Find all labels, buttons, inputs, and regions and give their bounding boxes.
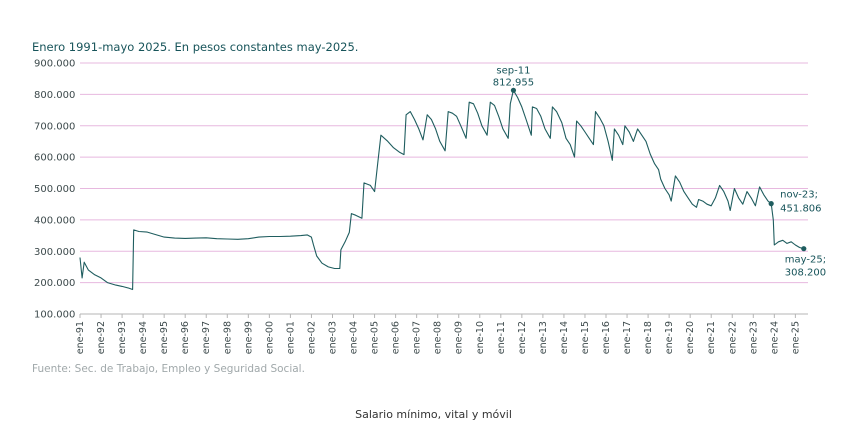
x-tick-label: ene-14 [559,321,570,354]
x-tick-label: ene-23 [748,321,759,354]
x-tick-label: ene-17 [622,321,633,354]
x-tick-label: ene-22 [727,321,738,354]
x-tick-label: ene-11 [496,321,507,354]
x-tick-label: ene-06 [391,321,402,354]
figure-caption: Salario mínimo, vital y móvil [355,408,512,421]
x-tick-label: ene-03 [327,321,338,354]
annotation-value: 451.806 [780,204,821,215]
x-tick-label: ene-08 [433,321,444,354]
x-tick-label: ene-07 [412,321,423,354]
x-tick-label: ene-96 [180,321,191,354]
annotation-marker [510,87,517,93]
annotation-marker [801,246,807,252]
x-tick-label: ene-13 [538,321,549,354]
x-tick-label: ene-95 [159,321,170,354]
x-tick-label: ene-94 [138,321,149,354]
x-tick-label: ene-24 [769,321,780,354]
series-layer [79,89,804,291]
x-tick-label: ene-01 [285,321,296,354]
y-tick-label: 900.000 [34,59,75,70]
annotation-label: sep-11 [496,65,530,76]
x-tick-label: ene-05 [370,321,381,354]
x-tick-label: ene-10 [475,321,486,354]
x-tick-label: ene-16 [601,321,612,354]
annotation-value: 812.955 [493,77,534,88]
x-tick-label: ene-97 [201,321,212,354]
y-tick-label: 100.000 [34,310,75,321]
x-tick-label: ene-99 [243,321,254,354]
x-tick-label: ene-02 [306,321,317,354]
y-tick-label: 700.000 [34,121,75,132]
x-tick-label: ene-18 [643,321,654,354]
x-tick-label: ene-15 [580,321,591,354]
annotation-label: may-25; [785,255,826,266]
x-tick-label: ene-25 [790,321,801,354]
grid-lines [80,62,808,315]
y-tick-label: 600.000 [34,153,75,164]
x-tick-label: ene-92 [96,321,107,354]
annotation-label: nov-23; [780,190,818,201]
x-tick-label: ene-19 [664,321,675,354]
y-axis-ticks: 100.000 200.000 300.000 400.000 500.000 600.0… [34,59,75,321]
x-tick-label: ene-04 [349,321,360,354]
line-chart: 100.000 200.000 300.000 400.000 500.000 600.0… [34,59,826,355]
x-axis-ticks: ene-91 ene-92 ene-93 ene-94 ene-95 ene-96 ene-… [75,314,801,354]
series-line [79,89,804,291]
y-tick-label: 500.000 [34,184,75,195]
x-tick-label: ene-98 [222,321,233,354]
annotation-value: 308.200 [785,268,826,279]
y-tick-label: 300.000 [34,247,75,258]
x-tick-label: ene-00 [264,321,275,354]
y-tick-label: 400.000 [34,215,75,226]
x-tick-label: ene-21 [706,321,717,354]
chart-subtitle: Enero 1991-mayo 2025. En pesos constante… [32,40,359,54]
x-tick-label: ene-09 [454,321,465,354]
x-tick-label: ene-91 [75,321,86,354]
x-tick-label: ene-93 [117,321,128,354]
source-note: Fuente: Sec. de Trabajo, Empleo y Seguri… [32,363,305,375]
annotation-marker [768,201,774,207]
y-tick-label: 200.000 [34,278,75,289]
x-tick-label: ene-12 [517,321,528,354]
x-tick-label: ene-20 [685,321,696,354]
y-tick-label: 800.000 [34,90,75,101]
